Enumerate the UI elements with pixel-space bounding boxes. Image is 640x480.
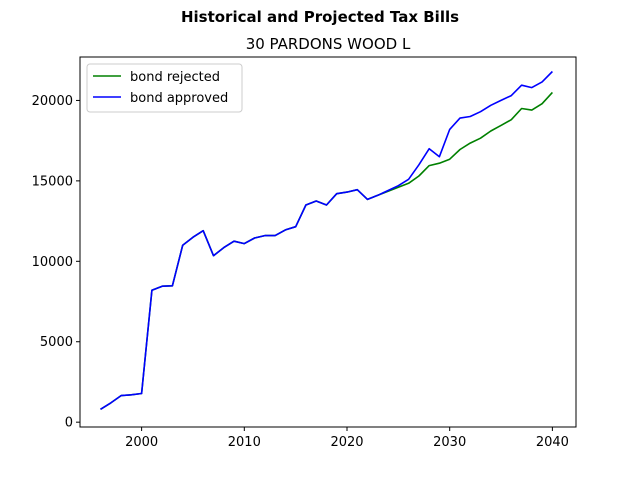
plot-area [79,56,577,428]
x-tick-label: 2030 [433,435,466,450]
x-tick-label: 2000 [125,435,158,450]
series-line-1 [100,91,553,410]
x-tick-label: 2010 [228,435,261,450]
chart-title: 30 PARDONS WOOD L [246,35,411,53]
legend-box [86,63,243,113]
legend-label: bond rejected [130,70,220,85]
x-tick-label: 2040 [536,435,569,450]
y-tick-label: 0 [65,416,73,431]
chart-suptitle: Historical and Projected Tax Bills [181,8,459,26]
x-axis: 2000 2010 2020 2030 2040 [125,427,569,450]
y-tick-label: 15000 [32,174,73,189]
series-line-2 [100,70,553,410]
x-tick-label: 2020 [330,435,363,450]
legend: bond rejected bond approved [86,63,243,113]
y-axis: 0 5000 10000 15000 20000 [32,94,80,431]
legend-label: bond approved [130,91,228,106]
y-tick-label: 5000 [40,335,73,350]
y-tick-label: 10000 [32,255,73,270]
y-tick-label: 20000 [32,94,73,109]
series-lines [100,70,553,410]
